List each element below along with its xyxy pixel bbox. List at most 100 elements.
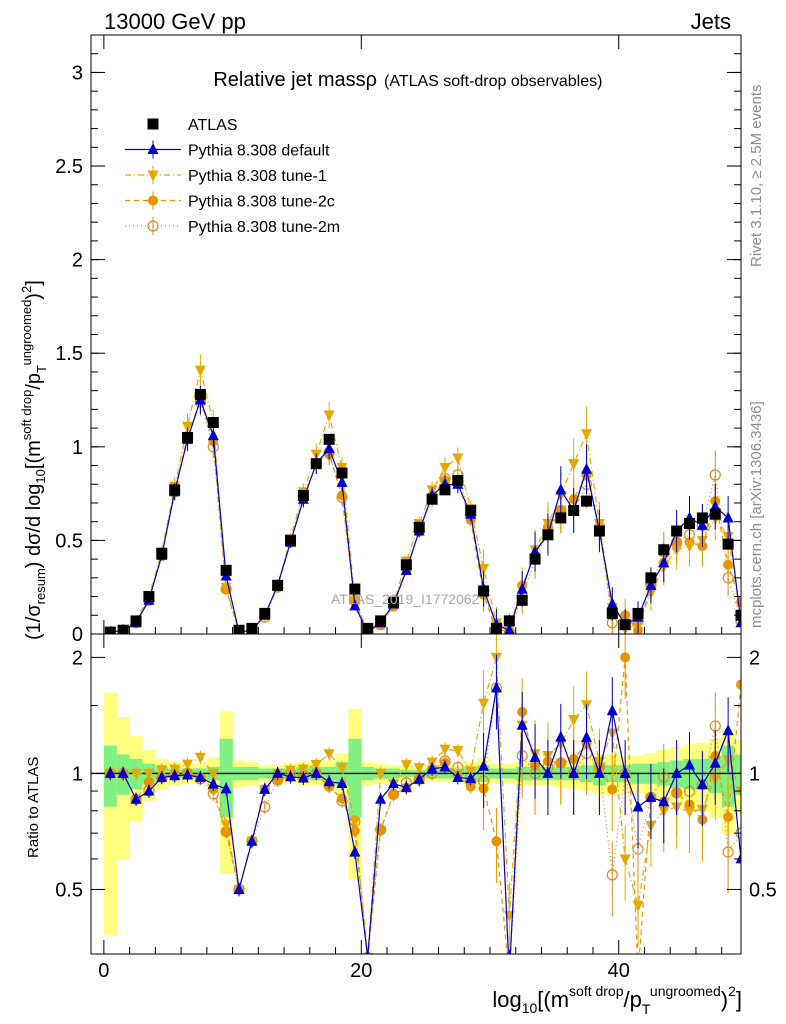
point-pythia-8-308-tune-1-36 [568, 459, 580, 471]
ratio-y-axis-label: Ratio to ATLAS [25, 757, 42, 858]
ratio-point-pythia-8-308-default-32 [516, 718, 528, 730]
ratio-tick-label-left-2: 2 [72, 647, 83, 669]
ratio-point-pythia-8-308-default-3 [143, 784, 155, 796]
ratio-point-pythia-8-308-tune-1-2 [130, 768, 142, 780]
point-atlas-26 [439, 484, 451, 496]
ratio-point-pythia-8-308-default-47 [709, 756, 721, 768]
ratio-point-pythia-8-308-tune-2c-39 [607, 784, 618, 795]
y-axis-label: (1/σresum) dσ/d log10[(msoft drop/pTungr… [19, 280, 49, 640]
ratio-line-pythia-8-308-tune-2m [110, 687, 741, 954]
point-pythia-8-308-default-47 [709, 500, 721, 512]
ratio-point-pythia-8-308-tune-1-17 [323, 749, 335, 761]
ratio-point-pythia-8-308-tune-1-9 [220, 820, 232, 832]
ratio-point-pythia-8-308-tune-2c-28 [465, 781, 476, 792]
y-tick-label-0: 0 [72, 624, 83, 646]
point-atlas-2 [130, 615, 142, 627]
ratio-point-pythia-8-308-tune-1-23 [400, 760, 412, 772]
point-atlas-44 [671, 525, 683, 537]
ratio-point-pythia-8-308-tune-1-28 [465, 766, 477, 778]
legend-label-atlas: ATLAS [188, 117, 238, 134]
point-pythia-8-308-default-43 [658, 556, 670, 568]
point-pythia-8-308-default-46 [696, 518, 708, 530]
point-atlas-23 [400, 559, 412, 571]
legend-marker-pythia-8-308-tune-1 [147, 170, 159, 182]
point-atlas-9 [220, 564, 232, 576]
ratio-point-pythia-8-308-default-41 [632, 800, 644, 812]
legend-marker-pythia-8-308-tune-2m [147, 220, 159, 232]
ratio-tick-label-left-1: 1 [72, 763, 83, 785]
point-pythia-8-308-default-19 [349, 599, 361, 611]
y-tick-label-0.5: 0.5 [55, 530, 83, 552]
ratio-point-pythia-8-308-default-25 [426, 762, 438, 774]
ratio-point-pythia-8-308-tune-2m-39 [606, 869, 618, 881]
point-atlas-19 [349, 583, 361, 595]
point-atlas-22 [387, 596, 399, 608]
watermark: ATLAS_2019_I1772062 [331, 591, 480, 607]
ratio-point-pythia-8-308-default-21 [375, 792, 387, 804]
ratio-point-pythia-8-308-default-37 [581, 730, 593, 742]
point-atlas-32 [516, 594, 528, 606]
ratio-point-pythia-8-308-default-23 [400, 781, 412, 793]
point-atlas-34 [542, 529, 554, 541]
ratio-point-pythia-8-308-tune-1-6 [182, 759, 194, 771]
point-atlas-10 [233, 624, 245, 634]
ratio-point-pythia-8-308-default-12 [259, 782, 271, 794]
chart-title: Relative jet massρ [213, 69, 377, 91]
point-pythia-8-308-default-17 [323, 442, 335, 454]
ratio-point-pythia-8-308-default-14 [285, 770, 297, 782]
point-pythia-8-308-tune-2c-48 [723, 559, 734, 570]
point-atlas-47 [709, 508, 721, 520]
point-atlas-7 [194, 388, 206, 400]
point-atlas-29 [478, 585, 490, 597]
mcplots-label: mcplots.cern.ch [arXiv:1306.3436] [748, 401, 765, 628]
y-tick-label-3: 3 [72, 62, 83, 84]
point-atlas-46 [696, 512, 708, 524]
point-pythia-8-308-tune-1-9 [220, 582, 232, 594]
ratio-point-pythia-8-308-tune-2m-31 [504, 970, 514, 980]
point-atlas-36 [568, 504, 580, 516]
ratio-point-pythia-8-308-tune-1-7 [194, 752, 206, 764]
ratio-point-pythia-8-308-default-33 [529, 750, 541, 762]
point-atlas-38 [593, 525, 605, 537]
point-pythia-8-308-tune-2m-49 [735, 615, 741, 627]
ratio-point-pythia-8-308-tune-1-31 [503, 910, 515, 922]
x-tick-label-20: 20 [350, 960, 372, 982]
point-atlas-5 [169, 484, 181, 496]
ratio-point-pythia-8-308-tune-1-24 [413, 763, 425, 775]
ratio-point-pythia-8-308-default-11 [246, 834, 258, 846]
point-atlas-33 [529, 553, 541, 565]
ratio-point-pythia-8-308-tune-1-45 [684, 806, 696, 818]
ratio-point-pythia-8-308-default-20 [366, 950, 370, 954]
point-pythia-8-308-default-39 [606, 597, 618, 609]
ratio-point-pythia-8-308-tune-1-49 [735, 786, 741, 798]
ratio-point-pythia-8-308-default-10 [233, 882, 245, 894]
ratio-tick-label-right-1: 1 [749, 763, 760, 785]
ratio-point-pythia-8-308-default-36 [568, 766, 580, 778]
ratio-point-pythia-8-308-default-19 [349, 845, 361, 857]
legend-label-pythia-8-308-tune-1: Pythia 8.308 tune-1 [188, 168, 327, 185]
point-atlas-12 [259, 607, 271, 619]
ratio-point-pythia-8-308-default-17 [323, 775, 335, 787]
ratio-point-pythia-8-308-default-31 [504, 968, 515, 979]
ratio-point-pythia-8-308-default-8 [207, 777, 219, 789]
ratio-point-pythia-8-308-default-45 [684, 758, 696, 770]
ratio-band-inner-49 [734, 754, 741, 795]
header-left: 13000 GeV pp [104, 9, 246, 34]
ratio-point-pythia-8-308-tune-2c-3 [143, 777, 154, 788]
point-atlas-11 [246, 622, 258, 634]
point-atlas-21 [375, 615, 387, 627]
point-atlas-0 [104, 626, 116, 634]
ratio-point-pythia-8-308-default-7 [194, 770, 206, 782]
ratio-point-pythia-8-308-default-2 [130, 792, 142, 804]
ratio-point-pythia-8-308-default-34 [542, 766, 554, 778]
point-atlas-28 [465, 504, 477, 516]
y-tick-label-2: 2 [72, 250, 83, 272]
point-atlas-13 [272, 579, 284, 591]
ratio-pythia-8-308-default [104, 654, 741, 979]
ratio-band-inner-9 [219, 738, 233, 818]
ratio-band-outer-0 [103, 692, 118, 936]
point-atlas-35 [555, 512, 567, 524]
point-pythia-8-308-tune-1-26 [439, 462, 451, 474]
ratio-point-pythia-8-308-default-29 [478, 759, 490, 771]
